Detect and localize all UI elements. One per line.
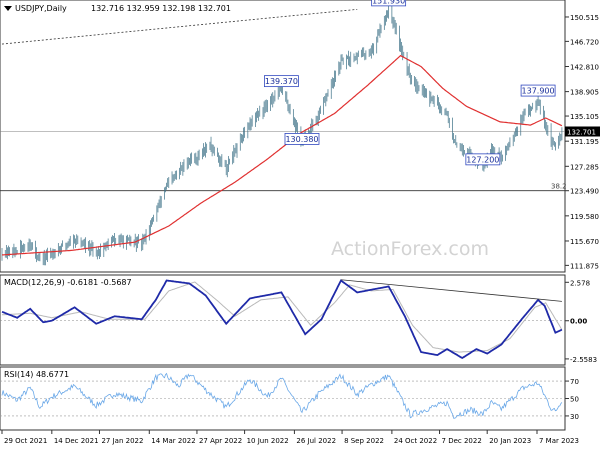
- price-annotation: 151.930: [371, 0, 407, 7]
- macd-signal-line: [1, 281, 563, 353]
- macd-axis: 2.578 0.00 -2.5583: [565, 279, 597, 364]
- x-tick-label: 14 Mar 2022: [151, 437, 195, 445]
- x-tick-label: 26 Jul 2022: [296, 437, 336, 445]
- price-tick-label: 123.490: [570, 188, 599, 196]
- macd-lines: [0, 279, 565, 360]
- price-grid-lines: 38.2: [0, 8, 567, 192]
- watermark-text: ActionForex.com: [331, 238, 489, 260]
- macd-tick-label: 0.00: [570, 318, 587, 326]
- price-annotation: 139.370: [264, 75, 299, 88]
- current-price-box: [565, 126, 600, 137]
- rsi-lines: [0, 372, 565, 419]
- price-tick-label: 115.670: [570, 238, 599, 246]
- annotation-box: [465, 153, 501, 166]
- price-tick-label: 138.905: [570, 89, 599, 97]
- rsi-title: RSI(14) 48.6771: [4, 370, 69, 379]
- x-tick-label: 20 Jan 2023: [489, 437, 531, 445]
- macd-panel: 2.578 0.00 -2.5583 MACD(12,26,9) -0.6181 -…: [0, 274, 597, 366]
- current-price-label: 132.701: [567, 128, 596, 136]
- annotation-label: 127.200: [466, 155, 499, 164]
- price-axis: 150.515 146.720 142.810 138.905 135.105 131.1…: [565, 14, 600, 270]
- x-tick-label: 7 Mar 2023: [539, 437, 579, 445]
- price-panel: 150.515 146.720 142.810 138.905 135.105 131.1…: [0, 0, 600, 273]
- macd-tick-label: 2.578: [570, 279, 590, 287]
- annotation-label: 139.370: [265, 77, 298, 86]
- macd-trendline: [340, 279, 562, 302]
- x-tick-label: 24 Oct 2022: [394, 437, 437, 445]
- price-tick-label: 111.875: [570, 262, 599, 270]
- price-tick-label: 119.580: [570, 213, 599, 221]
- x-tick-label: 27 Jan 2022: [101, 437, 143, 445]
- price-tick-label: 146.720: [570, 38, 599, 46]
- price-trendline: [1, 8, 358, 45]
- price-tick-label: 131.195: [570, 138, 599, 146]
- current-price-tag: 132.701: [565, 126, 600, 136]
- price-title-group: USDJPY,Daily 132.716 132.959 132.198 132…: [4, 4, 231, 13]
- ohlc-readout: 132.716 132.959 132.198 132.701: [91, 4, 231, 13]
- macd-line: [1, 279, 563, 360]
- price-tick-label: 135.105: [570, 113, 599, 121]
- annotation-label: 151.930: [372, 0, 405, 5]
- x-axis: 29 Oct 2021 14 Dec 2021 27 Jan 2022 14 Mar …: [0, 429, 579, 445]
- price-tick-label: 127.285: [570, 163, 599, 171]
- price-tick-label: 142.810: [570, 64, 599, 72]
- annotation-box: [520, 84, 556, 97]
- x-tick-label: 29 Oct 2021: [4, 437, 47, 445]
- annotation-label: 130.380: [285, 135, 318, 144]
- x-tick-label: 14 Dec 2021: [54, 437, 99, 445]
- x-tick-label: 27 Apr 2022: [199, 437, 242, 445]
- macd-tick-label: -2.5583: [570, 356, 597, 364]
- x-tick-label: 10 Jun 2022: [247, 437, 289, 445]
- macd-title: MACD(12,26,9) -0.6181 -0.5687: [4, 278, 132, 287]
- rsi-line: [1, 372, 563, 419]
- symbol-title: USDJPY,Daily: [15, 4, 67, 13]
- moving-average-line: [2, 54, 563, 256]
- price-annotation: 127.200: [465, 153, 501, 166]
- x-tick-label: 7 Dec 2022: [442, 437, 482, 445]
- macd-panel-frame: [0, 274, 566, 366]
- annotation-box: [264, 75, 299, 88]
- rsi-tick-label: 30: [570, 413, 579, 421]
- annotation-box: [371, 0, 407, 7]
- x-tick-label: 8 Sep 2022: [344, 437, 384, 445]
- price-annotation: 137.900: [520, 84, 556, 97]
- annotation-box: [284, 133, 320, 145]
- fib-level-label: 38.2: [551, 183, 567, 191]
- rsi-axis: 70 50 30: [565, 378, 579, 421]
- chevron-down-icon[interactable]: [4, 6, 12, 11]
- price-annotations: 151.930 139.370 130.380 137.900 127.200: [264, 0, 556, 166]
- price-bars: [1, 1, 563, 266]
- price-annotation: 130.380: [284, 133, 320, 145]
- rsi-tick-label: 50: [570, 396, 579, 404]
- price-tick-label: 150.515: [570, 14, 599, 22]
- annotation-label: 137.900: [522, 87, 555, 96]
- rsi-tick-label: 70: [570, 378, 579, 386]
